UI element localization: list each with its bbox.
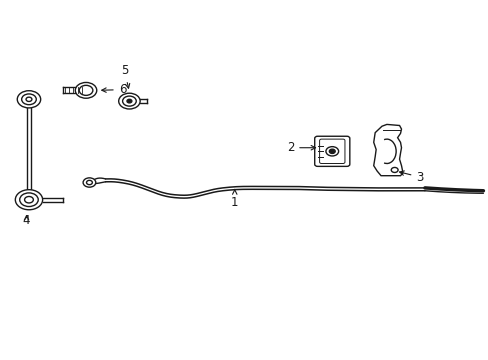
Circle shape [390, 167, 397, 172]
Text: 1: 1 [230, 190, 238, 209]
Text: 2: 2 [286, 141, 315, 154]
Circle shape [127, 99, 132, 103]
FancyBboxPatch shape [314, 136, 349, 166]
Circle shape [26, 97, 32, 102]
Text: 4: 4 [23, 214, 30, 227]
Circle shape [325, 147, 338, 156]
Polygon shape [373, 125, 402, 176]
Circle shape [20, 193, 38, 207]
Circle shape [119, 93, 140, 109]
Circle shape [21, 94, 36, 105]
Text: 5: 5 [121, 64, 129, 88]
Circle shape [24, 197, 33, 203]
FancyBboxPatch shape [319, 139, 344, 163]
Circle shape [17, 91, 41, 108]
Text: 6: 6 [102, 83, 126, 96]
Circle shape [86, 180, 92, 185]
Circle shape [329, 149, 334, 153]
Circle shape [83, 178, 96, 187]
Circle shape [15, 190, 42, 210]
Circle shape [122, 96, 136, 106]
Circle shape [79, 85, 93, 95]
Circle shape [75, 82, 97, 98]
Text: 3: 3 [399, 171, 423, 184]
